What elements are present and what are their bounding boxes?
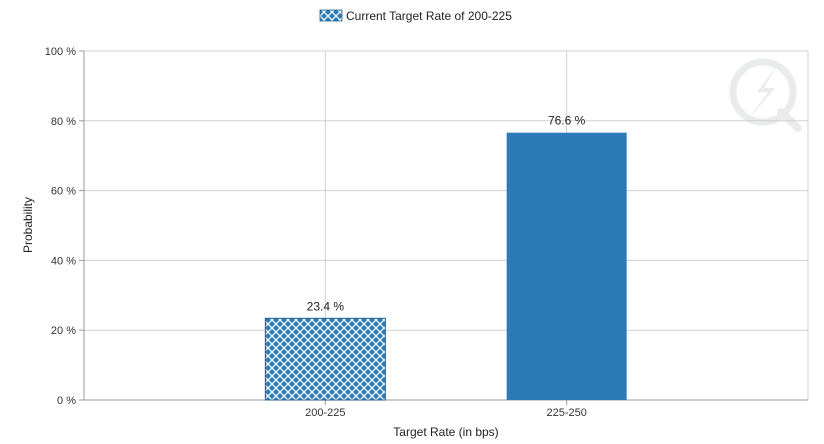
y-axis-title: Probability: [21, 197, 35, 253]
bar-225-250: [506, 132, 627, 400]
x-axis-title: Target Rate (in bps): [393, 425, 498, 439]
legend-swatch: [319, 9, 343, 22]
y-tick-label: 100 %: [45, 46, 76, 58]
tick-labels: 0 % 20 % 40 % 60 % 80 % 100 % 200-225 225-250: [45, 46, 587, 419]
y-tick-label: 40 %: [51, 255, 76, 267]
data-label-225-250: 76.6 %: [548, 114, 586, 128]
data-labels: 23.4 % 76.6 %: [307, 114, 586, 314]
y-tick-label: 60 %: [51, 186, 76, 198]
legend-label: Current Target Rate of 200-225: [346, 9, 512, 23]
y-tick-label: 0 %: [57, 395, 76, 407]
bars: [264, 132, 627, 401]
y-tick-label: 20 %: [51, 325, 76, 337]
data-label-200-225: 23.4 %: [307, 299, 345, 313]
bar-200-225: [264, 317, 386, 401]
axes: [79, 50, 808, 405]
grid: [84, 50, 809, 401]
x-tick-label: 225-250: [546, 407, 586, 419]
watermark-logo: [729, 58, 802, 132]
y-tick-label: 80 %: [51, 116, 76, 128]
x-tick-label: 200-225: [305, 407, 345, 419]
legend: Current Target Rate of 200-225: [319, 9, 512, 23]
